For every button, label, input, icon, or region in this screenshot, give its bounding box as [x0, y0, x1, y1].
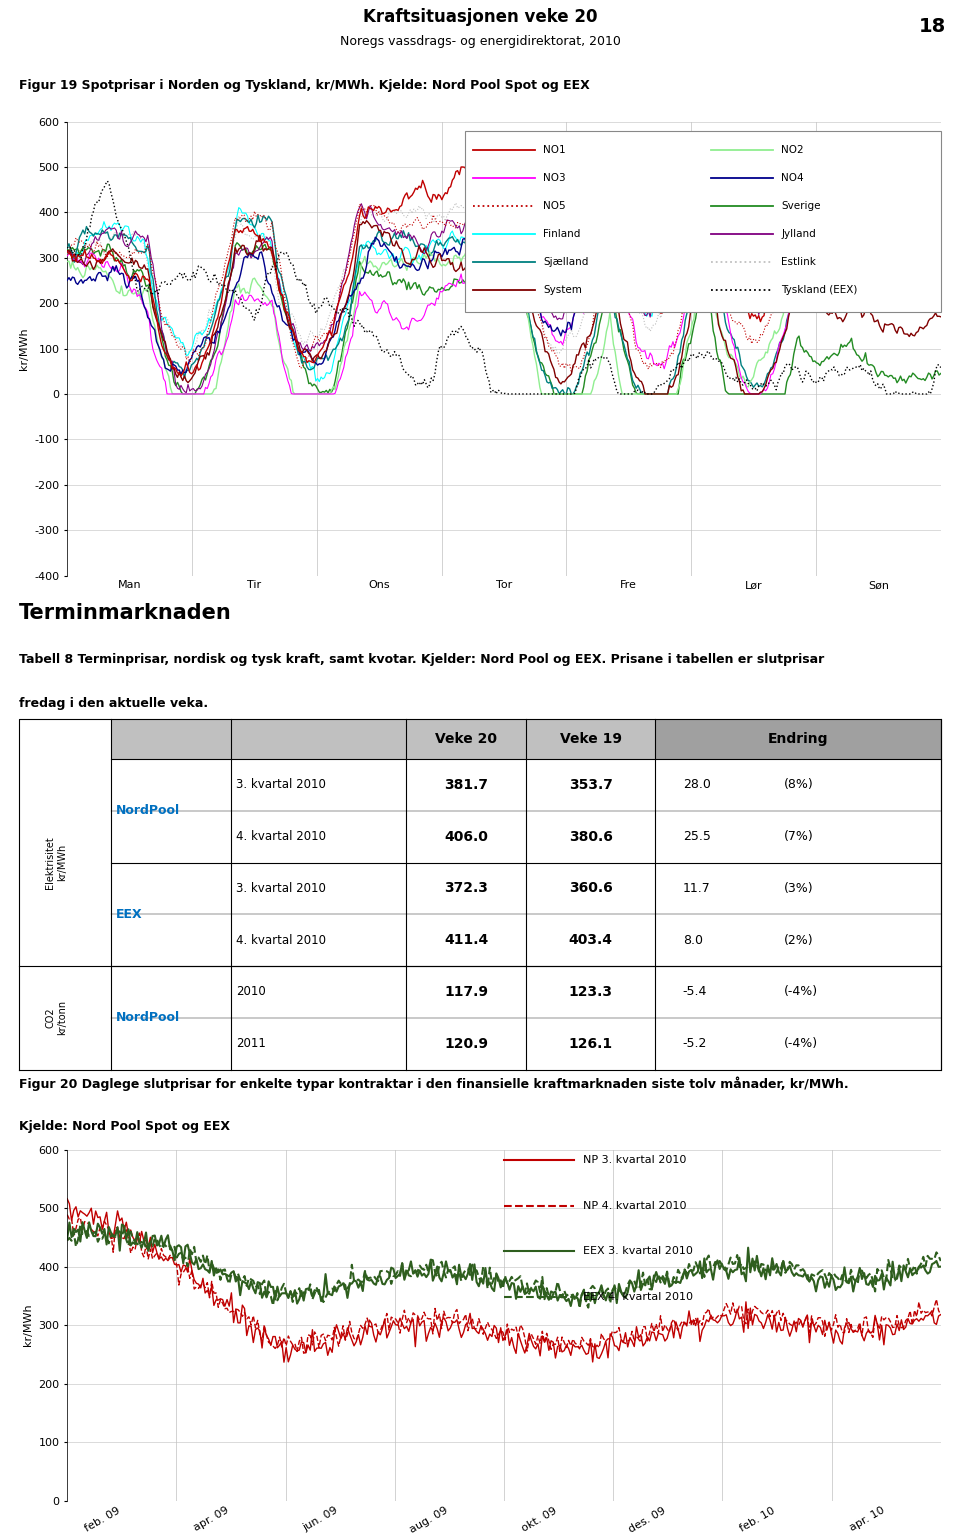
Text: Elektrisitet
kr/MWh: Elektrisitet kr/MWh [45, 836, 67, 890]
Text: 411.4: 411.4 [444, 933, 489, 946]
Text: 4. kvartal 2010: 4. kvartal 2010 [236, 830, 325, 843]
Text: Finland: Finland [543, 229, 581, 239]
Text: 120.9: 120.9 [444, 1037, 489, 1051]
Text: 381.7: 381.7 [444, 777, 489, 793]
Y-axis label: kr/MWh: kr/MWh [23, 1304, 33, 1347]
Text: 3. kvartal 2010: 3. kvartal 2010 [236, 779, 325, 791]
Text: (-4%): (-4%) [784, 1037, 818, 1050]
Text: 360.6: 360.6 [568, 882, 612, 896]
Text: (-4%): (-4%) [784, 985, 818, 999]
Text: Veke 20: Veke 20 [435, 733, 497, 746]
Text: EEX 4. kvartal 2010: EEX 4. kvartal 2010 [583, 1293, 692, 1302]
Text: 406.0: 406.0 [444, 830, 488, 843]
Text: NP 4. kvartal 2010: NP 4. kvartal 2010 [583, 1200, 686, 1211]
Text: 126.1: 126.1 [568, 1037, 612, 1051]
Text: -5.4: -5.4 [683, 985, 708, 999]
Text: 123.3: 123.3 [568, 985, 612, 999]
Text: (8%): (8%) [784, 779, 814, 791]
Text: (2%): (2%) [784, 934, 814, 946]
Text: Kraftsituasjonen veke 20: Kraftsituasjonen veke 20 [363, 8, 597, 26]
Text: 403.4: 403.4 [568, 933, 612, 946]
Text: Tyskland (EEX): Tyskland (EEX) [781, 285, 857, 295]
Text: Jylland: Jylland [781, 229, 816, 239]
Text: Figur 19 Spotprisar i Norden og Tyskland, kr/MWh. Kjelde: Nord Pool Spot og EEX: Figur 19 Spotprisar i Norden og Tyskland… [19, 78, 590, 92]
Text: NO3: NO3 [543, 174, 566, 183]
Text: 8.0: 8.0 [683, 934, 703, 946]
Text: Kjelde: Nord Pool Spot og EEX: Kjelde: Nord Pool Spot og EEX [19, 1120, 230, 1133]
Text: NordPool: NordPool [116, 805, 180, 817]
Text: 372.3: 372.3 [444, 882, 488, 896]
Text: 11.7: 11.7 [683, 882, 710, 896]
Text: Noregs vassdrags- og energidirektorat, 2010: Noregs vassdrags- og energidirektorat, 2… [340, 35, 620, 48]
Text: Sjælland: Sjælland [543, 257, 588, 266]
Text: NO1: NO1 [543, 145, 566, 155]
Text: NordPool: NordPool [116, 1011, 180, 1025]
Text: 353.7: 353.7 [568, 777, 612, 793]
Text: 3. kvartal 2010: 3. kvartal 2010 [236, 882, 325, 896]
Text: System: System [543, 285, 582, 295]
Text: NP 3. kvartal 2010: NP 3. kvartal 2010 [583, 1156, 686, 1165]
Text: EEX 3. kvartal 2010: EEX 3. kvartal 2010 [583, 1247, 692, 1256]
Y-axis label: kr/MWh: kr/MWh [19, 328, 29, 369]
Text: Tabell 8 Terminprisar, nordisk og tysk kraft, samt kvotar. Kjelder: Nord Pool og: Tabell 8 Terminprisar, nordisk og tysk k… [19, 653, 825, 666]
Text: EEX: EEX [116, 908, 143, 920]
Text: NO4: NO4 [781, 174, 804, 183]
Text: Sverige: Sverige [781, 202, 821, 211]
Text: Veke 19: Veke 19 [560, 733, 621, 746]
Text: (7%): (7%) [784, 830, 814, 843]
Bar [111, 719, 941, 759]
Text: Terminmarknaden: Terminmarknaden [19, 603, 232, 622]
Text: -5.2: -5.2 [683, 1037, 708, 1050]
Text: 2010: 2010 [236, 985, 266, 999]
Text: fredag i den aktuelle veka.: fredag i den aktuelle veka. [19, 697, 208, 709]
Text: 4. kvartal 2010: 4. kvartal 2010 [236, 934, 325, 946]
Text: 18: 18 [919, 17, 946, 37]
Text: 25.5: 25.5 [683, 830, 710, 843]
Text: Endring: Endring [768, 733, 828, 746]
Text: (3%): (3%) [784, 882, 814, 896]
Text: 380.6: 380.6 [568, 830, 612, 843]
Text: Estlink: Estlink [781, 257, 816, 266]
Text: NO5: NO5 [543, 202, 566, 211]
Text: 28.0: 28.0 [683, 779, 710, 791]
Text: 117.9: 117.9 [444, 985, 489, 999]
Text: 2011: 2011 [236, 1037, 266, 1050]
Text: CO2
kr/tonn: CO2 kr/tonn [45, 1000, 67, 1036]
Bar [655, 719, 941, 759]
Text: Figur 20 Daglege slutprisar for enkelte typar kontraktar i den finansielle kraft: Figur 20 Daglege slutprisar for enkelte … [19, 1076, 849, 1091]
Text: NO2: NO2 [781, 145, 804, 155]
FancyBboxPatch shape [465, 131, 941, 312]
